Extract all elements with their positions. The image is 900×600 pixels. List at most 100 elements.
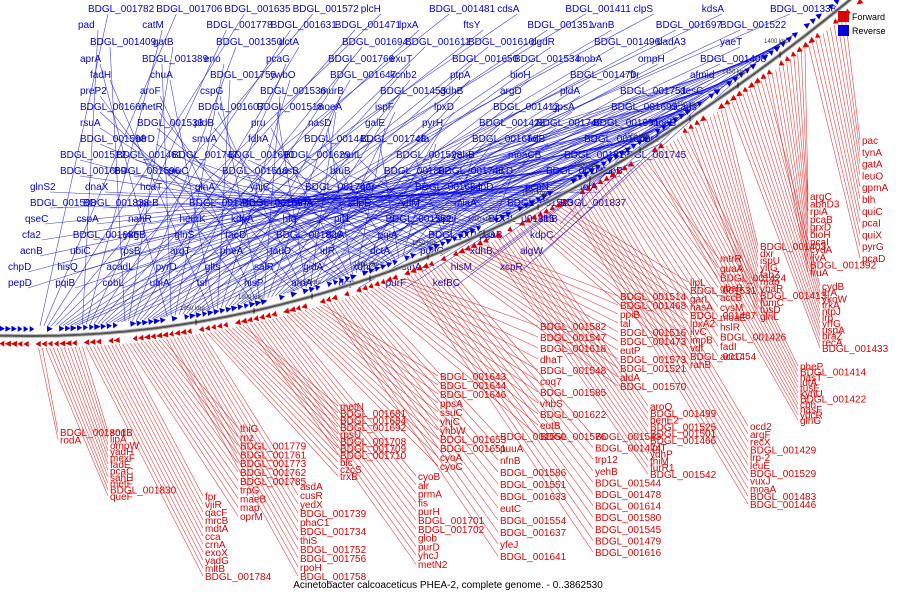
forward-gene-arrow <box>47 340 53 347</box>
forward-gene-arrow <box>4 340 11 347</box>
reverse-gene-label: BDGL_001689 <box>60 166 127 177</box>
reverse-connector <box>158 111 299 291</box>
forward-gene-label: cyoA <box>440 453 463 464</box>
forward-gene-label: BDGL_001570 <box>620 382 687 393</box>
forward-connector <box>483 244 619 297</box>
forward-gene-label: BDGL_001643 <box>440 372 507 383</box>
forward-connector <box>731 101 821 342</box>
reverse-gene-arrow <box>5 325 11 332</box>
forward-gene-arrow <box>404 269 411 276</box>
reverse-connector <box>99 111 295 292</box>
reverse-connector <box>182 63 349 315</box>
reverse-gene-arrow <box>517 206 524 212</box>
reverse-gene-label: BDGL_001536 <box>260 86 327 97</box>
forward-gene-label: bioH <box>810 230 831 241</box>
reverse-gene-arrow <box>672 117 679 123</box>
tick-label: 1950 kbp <box>180 306 205 312</box>
forward-connector <box>727 104 821 349</box>
reverse-gene-label: BDGL_001665 <box>546 166 613 177</box>
forward-gene-arrow <box>283 307 290 314</box>
forward-connector <box>757 83 821 299</box>
forward-gene-label: ocd2 <box>750 422 772 433</box>
forward-gene-label: pcaB <box>810 215 833 226</box>
forward-connector <box>647 156 799 421</box>
reverse-connector <box>122 52 770 289</box>
reverse-gene-label: murB <box>320 86 344 97</box>
forward-connector <box>527 223 689 365</box>
forward-gene-label: yhbW <box>440 426 466 437</box>
reverse-connector <box>346 129 658 241</box>
forward-connector <box>224 328 339 442</box>
reverse-connector <box>75 55 766 289</box>
forward-gene-label: BDGL_001646 <box>440 390 507 401</box>
forward-gene-label: BDGL_001580 <box>595 513 662 524</box>
reverse-connector <box>267 95 341 298</box>
forward-gene-arrow <box>440 255 447 262</box>
reverse-gene-arrow <box>11 325 17 332</box>
forward-connector <box>67 347 109 458</box>
forward-gene-label: phaC1 <box>300 518 330 529</box>
forward-gene-label: pcaI <box>862 219 881 230</box>
forward-gene-label: yehB <box>595 467 618 478</box>
forward-gene-label: BDGL_001701 <box>418 516 485 527</box>
forward-connector <box>111 344 204 521</box>
reverse-gene-label: yaeT <box>720 37 742 48</box>
forward-gene-label: yrfG <box>822 319 841 330</box>
forward-gene-arrow <box>150 333 156 340</box>
reverse-gene-label: BDGL_001610 <box>468 37 535 48</box>
reverse-connector <box>452 159 529 237</box>
forward-connector <box>213 330 339 463</box>
reverse-gene-label: metR <box>139 102 163 113</box>
reverse-gene-arrow <box>594 165 601 171</box>
reverse-gene-arrow <box>582 171 590 178</box>
forward-connector <box>60 347 109 471</box>
forward-gene-label: BDGL_001514 <box>620 292 687 303</box>
reverse-connector <box>99 63 168 317</box>
forward-gene-arrow <box>591 182 598 188</box>
reverse-gene-arrow <box>732 76 739 83</box>
reverse-connector <box>302 156 612 225</box>
reverse-gene-label: BDGL_001815 <box>489 214 556 225</box>
forward-gene-label: BDGL_001403 <box>760 242 827 253</box>
forward-gene-label: BDGL_001585 <box>540 388 607 399</box>
reverse-connector <box>74 13 722 326</box>
forward-connector <box>191 334 299 514</box>
forward-gene-label: lrp-2 <box>750 453 770 464</box>
forward-gene-arrow <box>132 335 138 342</box>
reverse-gene-arrow <box>219 307 226 314</box>
reverse-gene-arrow <box>815 13 822 20</box>
forward-connector <box>465 252 619 342</box>
reverse-gene-arrow <box>260 299 268 305</box>
forward-connector <box>808 44 861 259</box>
forward-gene-label: BDGL_001756 <box>300 554 367 565</box>
forward-connector <box>49 347 109 490</box>
forward-connector <box>417 272 594 518</box>
reverse-connector <box>86 29 163 325</box>
reverse-gene-label: BDGL_001690 <box>228 150 295 161</box>
forward-gene-arrow <box>53 340 59 347</box>
reverse-gene-label: desC <box>680 86 703 97</box>
reverse-gene-label: ispF <box>375 102 394 113</box>
forward-connector <box>388 283 539 371</box>
forward-gene-label: BDGL_001543 <box>595 432 662 443</box>
reverse-connector <box>240 79 591 305</box>
reverse-gene-label: cobL <box>102 278 124 289</box>
forward-gene-label: qacF <box>205 508 227 519</box>
forward-connector <box>830 27 861 188</box>
forward-gene-label: map <box>760 277 780 288</box>
reverse-gene-arrow <box>361 270 369 277</box>
forward-connector <box>596 187 749 442</box>
reverse-gene-arrow <box>94 323 101 330</box>
forward-connector <box>658 150 799 404</box>
forward-gene-label: BDGL_001516 <box>620 328 687 339</box>
reverse-gene-arrow <box>577 174 583 181</box>
forward-connector <box>655 152 799 410</box>
forward-gene-label: BDGL_001702 <box>418 525 485 536</box>
reverse-gene-label: BDGL_001631 <box>271 20 338 31</box>
forward-gene-label: pcaC <box>110 466 133 477</box>
forward-gene-label: BDGL_001478 <box>595 490 662 501</box>
forward-connector <box>578 197 749 481</box>
reverse-gene-arrow <box>570 178 578 184</box>
forward-connector <box>749 88 821 311</box>
forward-connector <box>450 259 619 378</box>
